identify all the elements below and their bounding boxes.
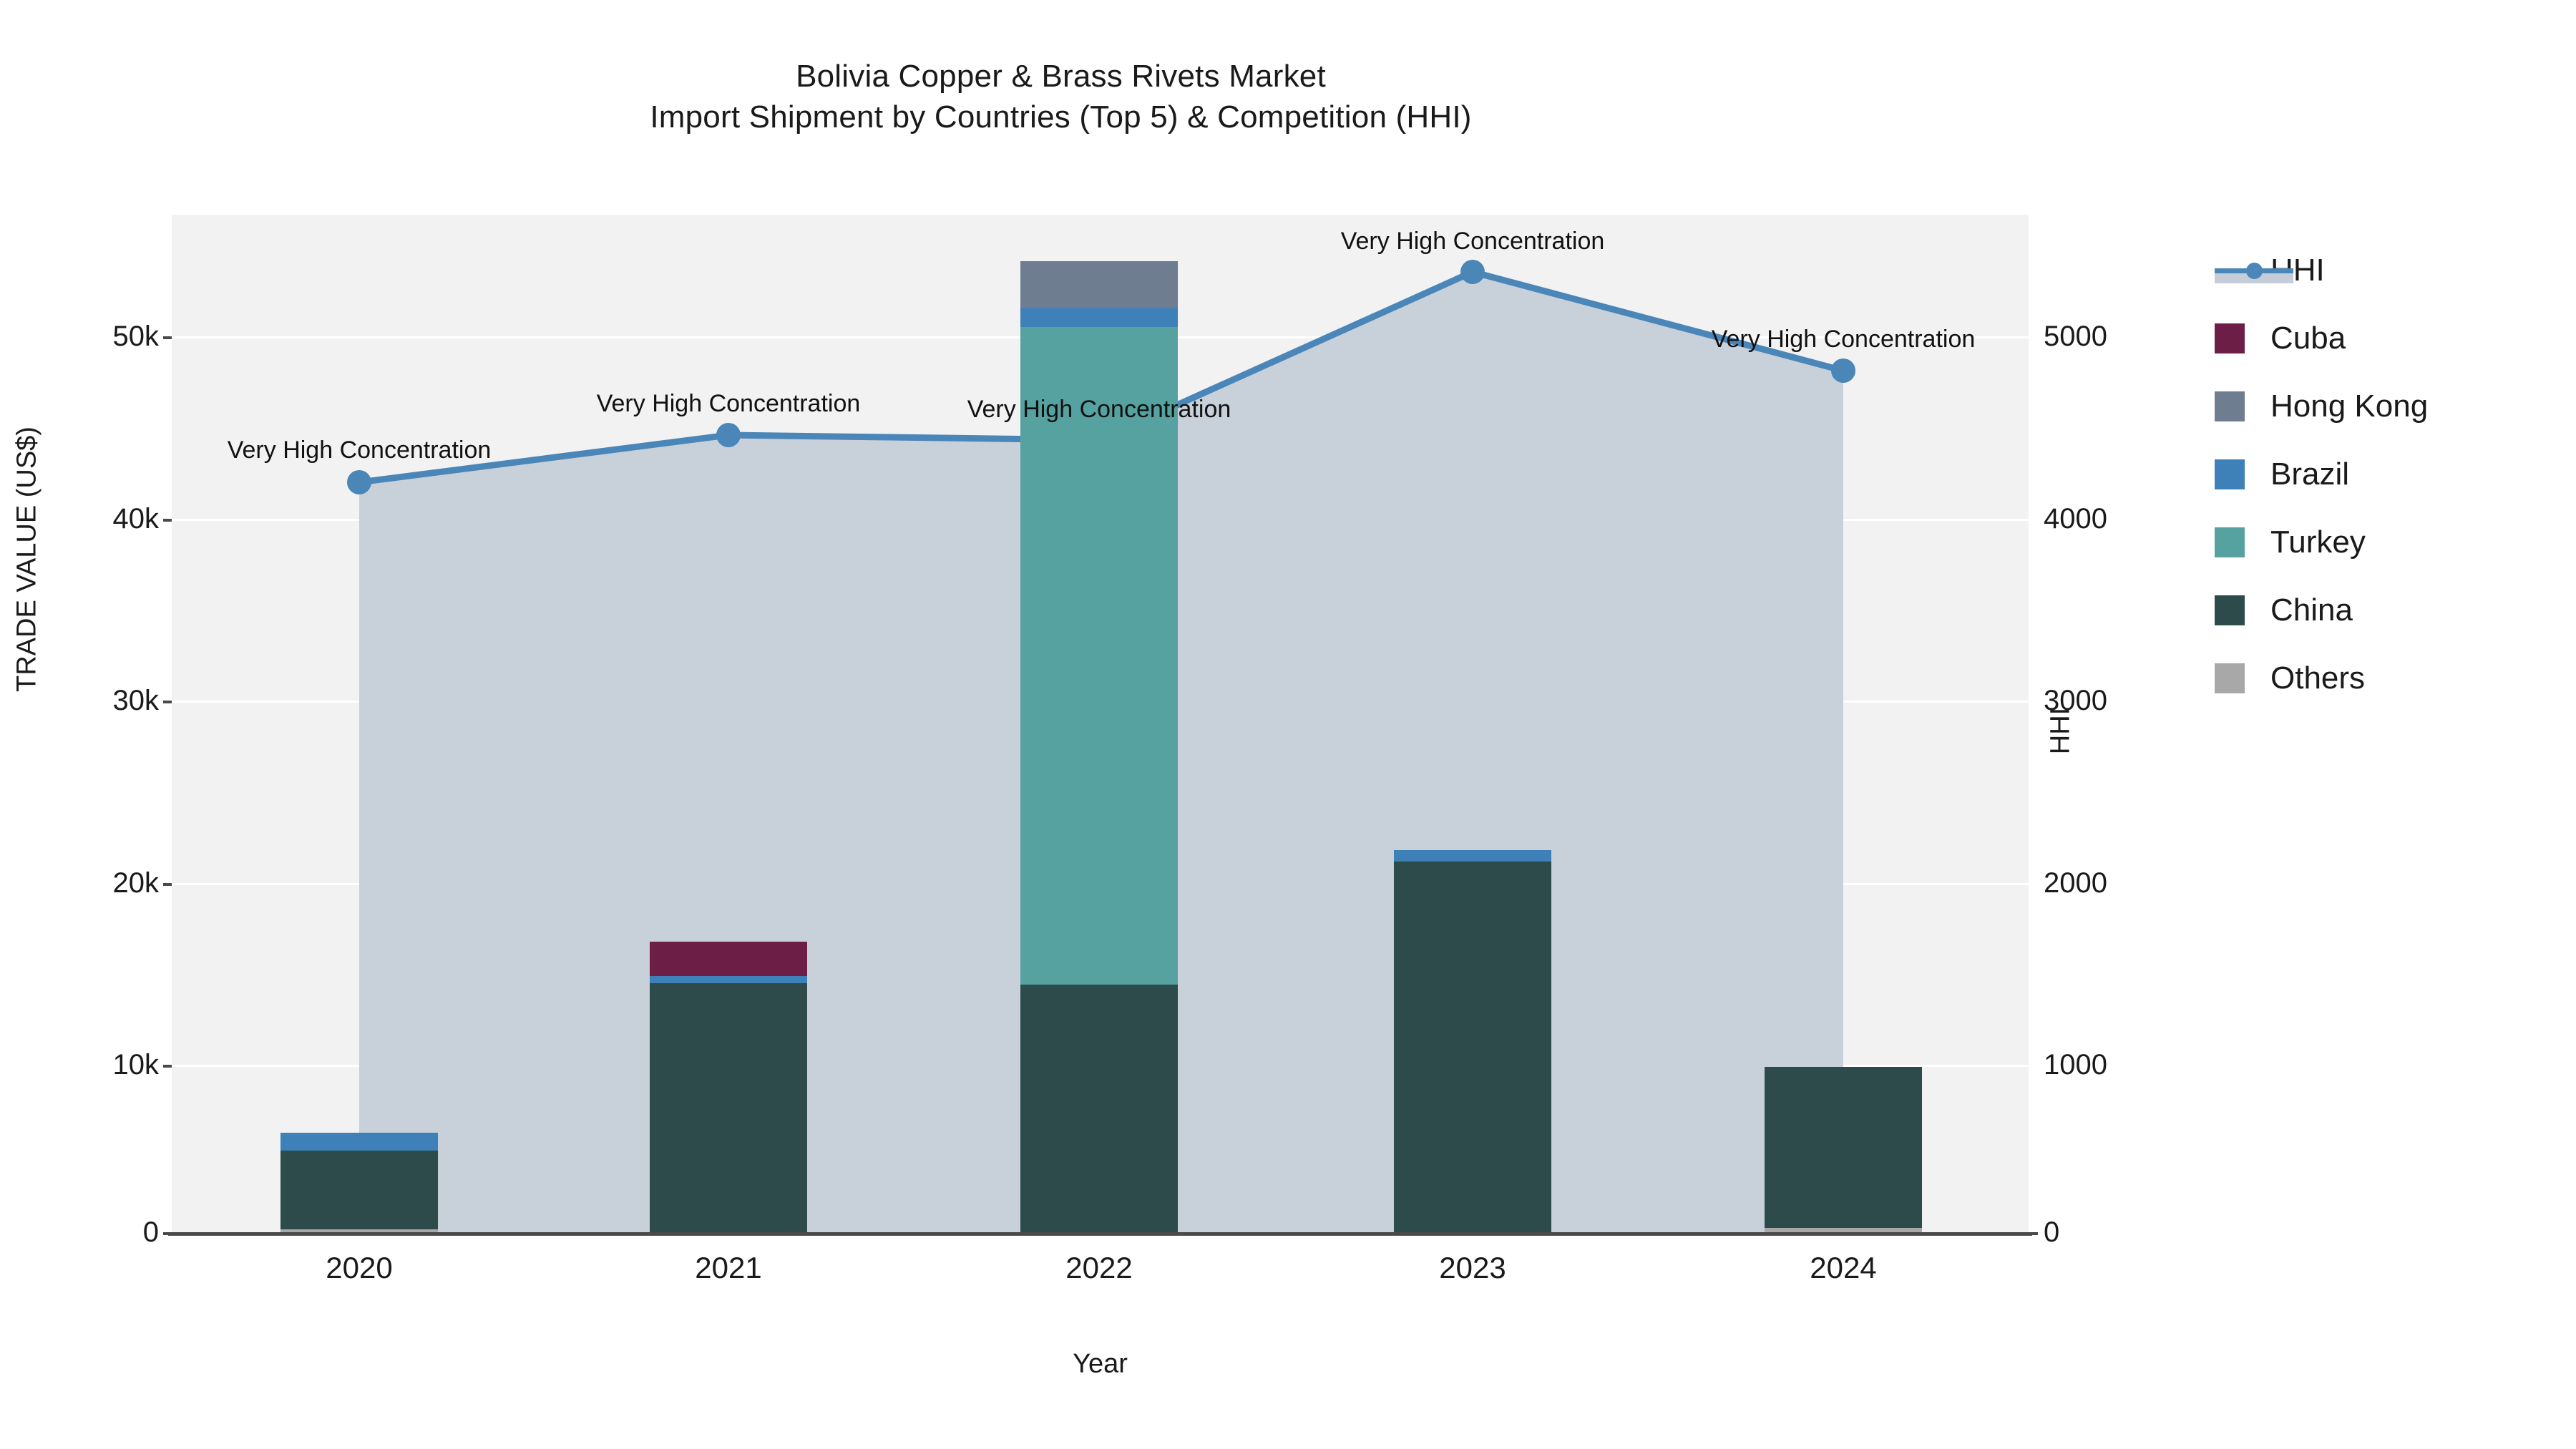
y-axis-label-right: HHI [2045,707,2076,755]
y-left-tick-30k: 30k [112,685,160,716]
bar-2023-brazil[interactable] [1394,850,1551,862]
y-left-tick-40k: 40k [112,503,160,535]
x-tick-2021: 2021 [695,1251,762,1284]
legend-item-others[interactable]: Others [2215,644,2572,712]
legend-item-hhi[interactable]: HHI [2215,236,2572,304]
bar-2021-cuba[interactable] [650,942,807,976]
y-left-tickmark-0 [163,1232,172,1235]
hhi-marker-2024 [1831,358,1855,383]
y-left-tickmark-50k [163,336,172,339]
y-right-tickmark-0 [2029,1232,2038,1235]
x-tick-2020: 2020 [326,1251,393,1284]
hhi-marker-2023 [1460,260,1485,284]
legend-item-cuba[interactable]: Cuba [2215,304,2572,372]
legend-label-brazil: Brazil [2270,456,2350,492]
hhi-annotation-2024: Very High Concentration [1711,326,1976,353]
hhi-marker-2020 [347,470,371,494]
bar-2020-brazil[interactable] [280,1133,438,1151]
bar-2024-others[interactable] [1765,1228,1922,1232]
legend-label-china: China [2270,592,2353,628]
legend: HHI Cuba Hong Kong Brazil Turkey China O… [2215,236,2572,712]
y-left-tick-20k: 20k [112,867,160,899]
bar-2020-others[interactable] [280,1229,438,1232]
legend-label-hong-kong: Hong Kong [2270,388,2429,424]
legend-swatch-cuba [2215,323,2245,353]
chart-title-line-2: Import Shipment by Countries (Top 5) & C… [650,99,1472,135]
y-right-tick-1000: 1000 [2044,1049,2107,1080]
legend-label-turkey: Turkey [2270,524,2366,560]
y-right-tick-2000: 2000 [2044,867,2107,899]
bar-2021-brazil[interactable] [650,976,807,983]
legend-swatch-others [2215,663,2245,693]
y-right-tick-4000: 4000 [2044,503,2107,535]
legend-label-others: Others [2270,660,2366,696]
y-right-tick-5000: 5000 [2044,321,2107,352]
y-right-tick-0: 0 [2044,1216,2060,1248]
legend-item-turkey[interactable]: Turkey [2215,508,2572,576]
y-left-tickmark-20k [163,883,172,886]
legend-item-china[interactable]: China [2215,576,2572,644]
y-left-tickmark-30k [163,701,172,703]
x-tick-2022: 2022 [1065,1251,1133,1284]
y-axis-label-left: TRADE VALUE (US$) [11,426,42,692]
hhi-marker-2021 [716,423,741,447]
bar-2022-china[interactable] [1020,985,1178,1232]
chart-title-line-1: Bolivia Copper & Brass Rivets Market [796,59,1326,94]
y-left-tick-10k: 10k [112,1049,160,1080]
bar-2022-turkey[interactable] [1020,327,1178,985]
y-left-tick-50k: 50k [112,321,160,352]
legend-label-cuba: Cuba [2270,320,2346,356]
bar-2020-china[interactable] [280,1151,438,1229]
hhi-annotation-2023: Very High Concentration [1340,228,1605,255]
plot-area [172,215,2029,1232]
x-tick-2024: 2024 [1810,1251,1877,1284]
y-right-tick-3000: 3000 [2044,685,2107,716]
hhi-line-icon [2215,255,2293,286]
y-left-tickmark-10k [163,1065,172,1068]
y-left-tick-0: 0 [142,1216,159,1248]
bar-2022-hongkong[interactable] [1020,261,1178,308]
legend-swatch-china [2215,595,2245,625]
bar-2024-china[interactable] [1765,1067,1922,1228]
legend-swatch-hong-kong [2215,391,2245,421]
hhi-annotation-2020: Very High Concentration [227,436,492,464]
hhi-annotation-2021: Very High Concentration [596,390,861,417]
hhi-annotation-2022: Very High Concentration [967,396,1231,423]
bar-2021-china[interactable] [650,983,807,1232]
chart-title: Bolivia Copper & Brass Rivets Market Imp… [0,56,2122,137]
legend-swatch-brazil [2215,459,2245,489]
x-axis-label: Year [1073,1349,1128,1379]
bar-2023-china[interactable] [1394,862,1551,1232]
y-left-tickmark-40k [163,519,172,522]
legend-swatch-turkey [2215,527,2245,557]
x-tick-2023: 2023 [1439,1251,1506,1284]
legend-item-brazil[interactable]: Brazil [2215,440,2572,508]
legend-item-hong-kong[interactable]: Hong Kong [2215,372,2572,440]
x-axis-line [168,1232,2032,1236]
bar-2022-brazil[interactable] [1020,308,1178,327]
